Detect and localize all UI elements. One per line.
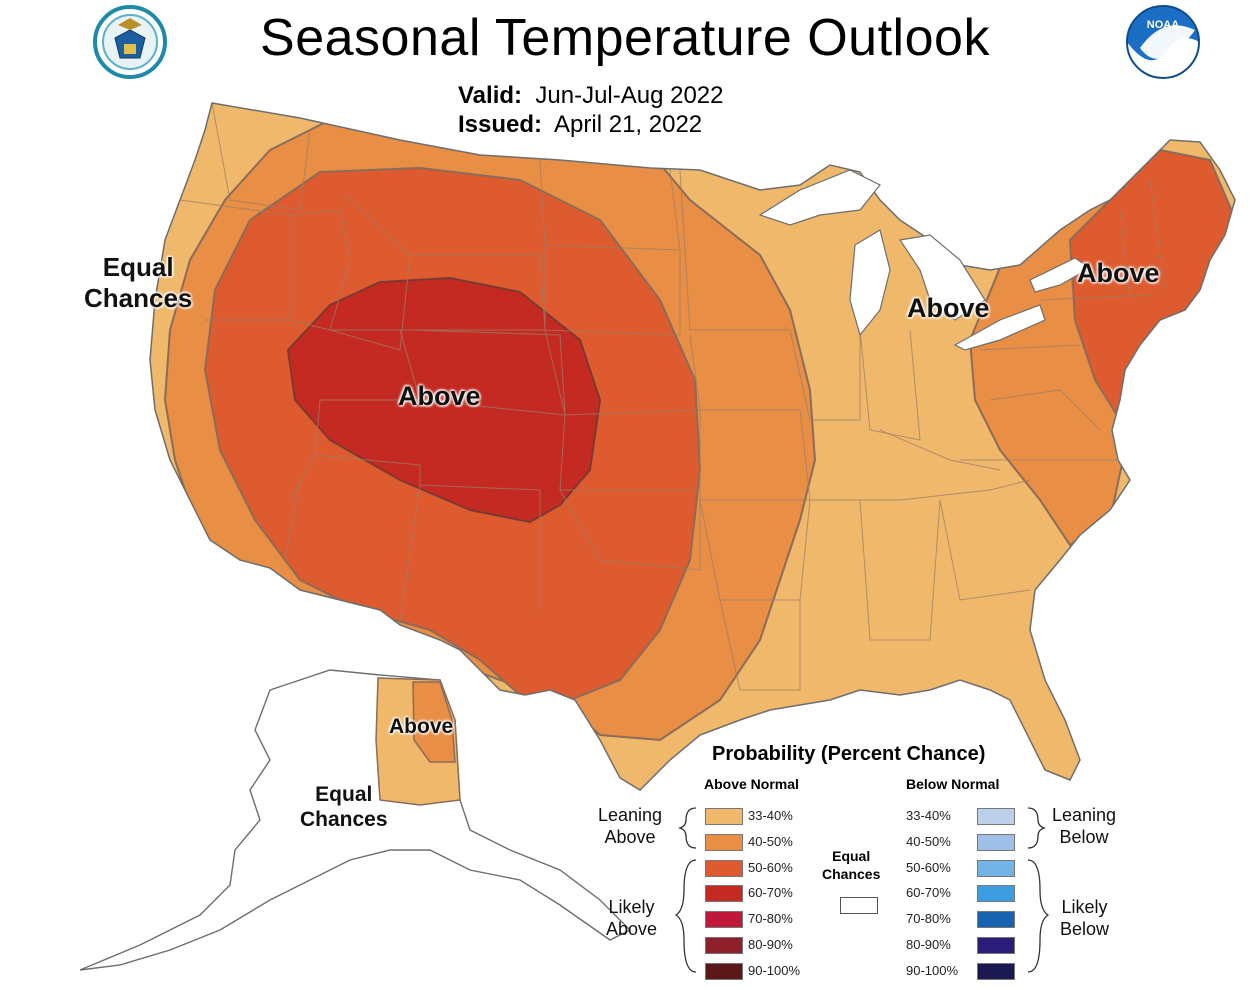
below-label-50-60: 50-60% bbox=[906, 859, 951, 875]
below-label-70-80: 70-80% bbox=[906, 911, 951, 927]
legend-likely-below: Likely Below bbox=[1060, 897, 1110, 939]
below-swatch-60-70 bbox=[977, 885, 1015, 903]
above-label-90-100: 90-100% bbox=[748, 962, 801, 978]
below-label-90-100: 90-100% bbox=[906, 962, 959, 978]
noaa-logo-icon: NOAA bbox=[1126, 5, 1200, 79]
page-title: Seasonal Temperature Outlook bbox=[260, 9, 990, 67]
above-swatch-80-90 bbox=[705, 937, 743, 954]
above-label-80-90: 80-90% bbox=[748, 937, 793, 952]
legend-below-header: Below Normal bbox=[906, 776, 1000, 792]
above-label-40-50: 40-50% bbox=[748, 833, 793, 849]
legend-likely-above: Likely Above bbox=[606, 897, 658, 939]
below-swatch-33-40 bbox=[977, 808, 1015, 825]
legend-title: Probability (Percent Chance) bbox=[712, 743, 986, 765]
svg-text:NOAA: NOAA bbox=[1147, 19, 1179, 31]
above-swatch-90-100 bbox=[705, 962, 743, 980]
below-label-60-70: 60-70% bbox=[906, 885, 951, 901]
above-swatch-50-60 bbox=[705, 859, 743, 877]
above-swatch-40-50 bbox=[705, 833, 743, 851]
below-swatch-40-50 bbox=[977, 833, 1015, 851]
doc-seal-icon bbox=[93, 5, 167, 79]
legend-equal-chances: Equal Chances bbox=[822, 848, 881, 882]
valid-period: Valid: Jun-Jul-Aug 2022 bbox=[458, 82, 724, 110]
below-swatch-70-80 bbox=[977, 911, 1015, 929]
above-label-33-40: 33-40% bbox=[748, 808, 793, 823]
label-central-above: Above bbox=[398, 381, 481, 411]
legend-leaning-below: Leaning Below bbox=[1052, 805, 1117, 847]
label-west-equal-chances: Equal Chances bbox=[84, 252, 193, 314]
legend-equal-chances-swatch bbox=[840, 897, 878, 914]
below-swatch-90-100 bbox=[977, 962, 1015, 980]
label-midwest-above: Above bbox=[907, 293, 990, 323]
legend-leaning-above: Leaning Above bbox=[598, 805, 663, 847]
above-label-50-60: 50-60% bbox=[748, 859, 793, 875]
below-swatch-80-90 bbox=[977, 937, 1015, 954]
legend-above-header: Above Normal bbox=[704, 776, 799, 792]
above-label-60-70: 60-70% bbox=[748, 885, 793, 901]
below-label-33-40: 33-40% bbox=[906, 808, 951, 823]
above-swatch-60-70 bbox=[705, 885, 743, 903]
above-swatch-33-40 bbox=[705, 808, 743, 825]
above-swatch-70-80 bbox=[705, 911, 743, 929]
label-alaska-above: Above bbox=[389, 715, 454, 738]
issued-date: Issued: April 21, 2022 bbox=[458, 111, 702, 139]
below-label-40-50: 40-50% bbox=[906, 833, 951, 849]
label-northeast-above: Above bbox=[1077, 258, 1160, 288]
issued-label: Issued: bbox=[458, 111, 543, 138]
valid-value: Jun-Jul-Aug 2022 bbox=[535, 82, 724, 109]
label-alaska-equal-chances: Equal Chances bbox=[300, 783, 388, 832]
valid-label: Valid: bbox=[458, 82, 523, 109]
issued-value: April 21, 2022 bbox=[554, 111, 703, 138]
below-swatch-50-60 bbox=[977, 859, 1015, 877]
below-label-80-90: 80-90% bbox=[906, 937, 951, 952]
above-label-70-80: 70-80% bbox=[748, 911, 793, 927]
